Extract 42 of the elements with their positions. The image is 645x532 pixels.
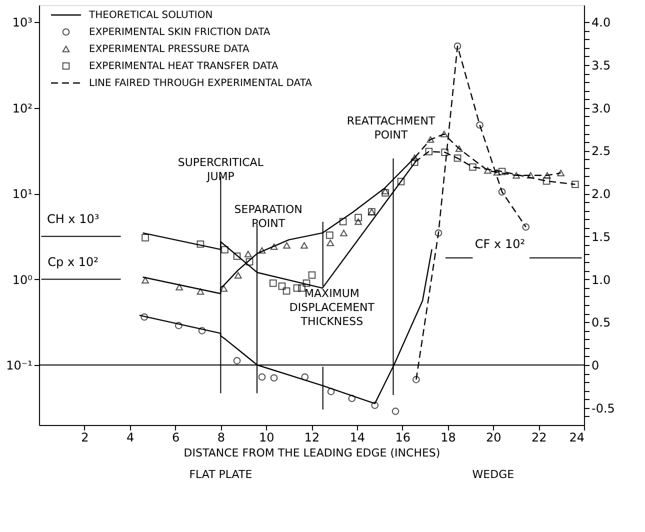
text: WEDGE — [472, 468, 514, 481]
legend-label: THEORETICAL SOLUTION — [88, 10, 213, 21]
legend-label: EXPERIMENTAL HEAT TRANSFER DATA — [89, 61, 278, 72]
y-tick-label: 10¹ — [12, 187, 33, 202]
text: FLAT PLATE — [189, 468, 252, 481]
ref-line-label: SEPARATION POINT — [234, 203, 302, 230]
x-tick-label: 12 — [304, 430, 320, 444]
y2-tick-label: 2.5 — [592, 144, 611, 158]
y2-tick-label: 3.5 — [592, 58, 611, 72]
annotation: Cp x 10² — [48, 255, 99, 269]
x-tick-label: 18 — [440, 430, 456, 444]
y-tick-label: 10² — [12, 101, 33, 116]
x-tick-label: 22 — [531, 430, 547, 444]
x-tick-label: 20 — [486, 430, 502, 444]
x-tick-label: 4 — [126, 430, 134, 444]
legend-label: LINE FAIRED THROUGH EXPERIMENTAL DATA — [89, 78, 312, 89]
annotation: CH x 10³ — [46, 212, 100, 226]
legend-label: EXPERIMENTAL SKIN FRICTION DATA — [89, 27, 270, 38]
x-axis-title: DISTANCE FROM THE LEADING EDGE (INCHES) — [184, 446, 440, 460]
y2-tick-label: 0 — [592, 358, 600, 372]
y2-tick-label: 1.0 — [592, 272, 611, 287]
y2-tick-label: 0.5 — [592, 316, 611, 330]
y2-tick-label: 3.0 — [592, 101, 611, 116]
legend-label: EXPERIMENTAL PRESSURE DATA — [89, 44, 250, 55]
x-tick-label: 6 — [172, 430, 180, 444]
y2-tick-label: 2.0 — [592, 187, 611, 202]
y-tick-label: 10⁻¹ — [6, 358, 33, 372]
y-tick-label: 10⁰ — [12, 272, 33, 287]
ref-line-label: REATTACHMENT POINT — [346, 114, 436, 142]
y-tick-label: 10³ — [12, 16, 33, 30]
x-tick-label: 24 — [569, 430, 584, 444]
ref-line-label: MAXIMUM DISPLACEMENT THICKNESS — [289, 286, 375, 328]
x-tick-label: 14 — [350, 430, 366, 444]
x-tick-label: 2 — [81, 430, 89, 444]
y2-tick-label: -0.5 — [592, 401, 615, 416]
x-tick-label: 8 — [217, 430, 225, 444]
x-tick-label: 10 — [258, 430, 274, 444]
y2-tick-label: 1.5 — [592, 230, 611, 244]
x-tick-label: 16 — [395, 430, 410, 444]
y2-tick-label: 4.0 — [592, 16, 611, 30]
annotation: CF x 10² — [474, 237, 526, 251]
ref-line-label: SUPERCRITICAL JUMP — [178, 156, 264, 183]
